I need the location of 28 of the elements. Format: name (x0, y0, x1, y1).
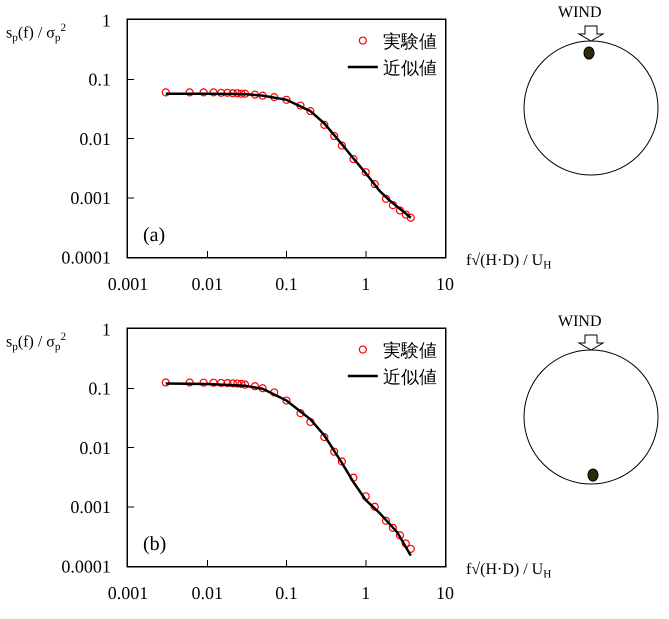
legend-label: 近似値 (382, 58, 437, 78)
x-tick-label: 0.01 (192, 583, 223, 604)
legend-label: 実験値 (382, 340, 437, 361)
y-tick-label: 0.0001 (61, 556, 111, 576)
x-tick-label: 0.1 (275, 583, 298, 604)
x-tick-label: 0.1 (275, 274, 298, 294)
x-tick-label: 10 (436, 583, 454, 604)
y-tick-label: 0.001 (70, 497, 111, 518)
legend-label: 近似値 (382, 366, 437, 387)
y-tick-label: 1 (102, 319, 111, 340)
y-tick-label: 0.001 (70, 188, 111, 208)
y-tick-label: 0.1 (88, 70, 111, 90)
text: WIND (558, 313, 602, 330)
y-tick-label: 1 (102, 10, 111, 30)
y-tick-label: 0.1 (88, 378, 111, 399)
annotation: (b) (143, 533, 166, 555)
y-tick-label: 0.01 (79, 438, 111, 458)
annotation: (a) (143, 224, 166, 246)
x-tick-label: 0.01 (192, 274, 223, 294)
y-tick-label: 0.01 (79, 128, 111, 149)
x-tick-label: 10 (436, 274, 454, 294)
legend-label: 実験値 (382, 32, 437, 52)
text: WIND (558, 4, 602, 21)
x-tick-label: 1 (361, 583, 370, 604)
x-axis-title: f√(H·D) / U$_{H}$ (466, 561, 552, 580)
x-axis-title: f√(H·D) / U$_{H}$ (466, 252, 552, 272)
y-tick-label: 0.0001 (61, 247, 111, 268)
x-tick-label: 1 (361, 274, 370, 294)
